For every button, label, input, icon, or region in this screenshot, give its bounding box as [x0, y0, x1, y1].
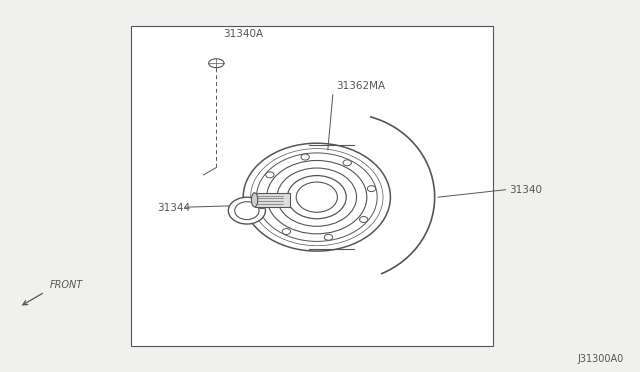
Ellipse shape: [287, 176, 346, 219]
Text: J31300A0: J31300A0: [578, 354, 624, 364]
Ellipse shape: [235, 202, 259, 219]
Ellipse shape: [301, 154, 309, 160]
Ellipse shape: [257, 153, 377, 241]
Ellipse shape: [360, 217, 368, 222]
Ellipse shape: [267, 160, 367, 234]
Ellipse shape: [296, 182, 337, 212]
Ellipse shape: [266, 172, 274, 178]
Text: 31340: 31340: [509, 185, 542, 195]
Text: 31344: 31344: [157, 203, 190, 213]
Ellipse shape: [252, 193, 258, 207]
Bar: [255, 193, 290, 207]
Ellipse shape: [228, 197, 266, 224]
Ellipse shape: [367, 186, 376, 192]
Ellipse shape: [258, 203, 266, 209]
Ellipse shape: [343, 160, 351, 166]
Text: 31362MA: 31362MA: [336, 81, 385, 91]
Ellipse shape: [324, 234, 333, 240]
Text: 31340A: 31340A: [223, 29, 263, 39]
Bar: [131, 26, 493, 346]
Ellipse shape: [243, 143, 390, 251]
Ellipse shape: [282, 228, 291, 234]
Text: FRONT: FRONT: [49, 280, 83, 290]
Circle shape: [209, 59, 224, 68]
Ellipse shape: [277, 168, 356, 226]
